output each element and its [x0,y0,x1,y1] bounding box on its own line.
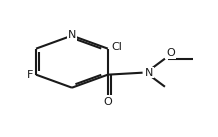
Text: O: O [103,97,112,107]
Text: N: N [145,68,153,78]
Text: F: F [27,70,33,80]
Text: O: O [166,48,175,58]
Text: Cl: Cl [112,42,123,52]
Text: N: N [68,30,76,40]
